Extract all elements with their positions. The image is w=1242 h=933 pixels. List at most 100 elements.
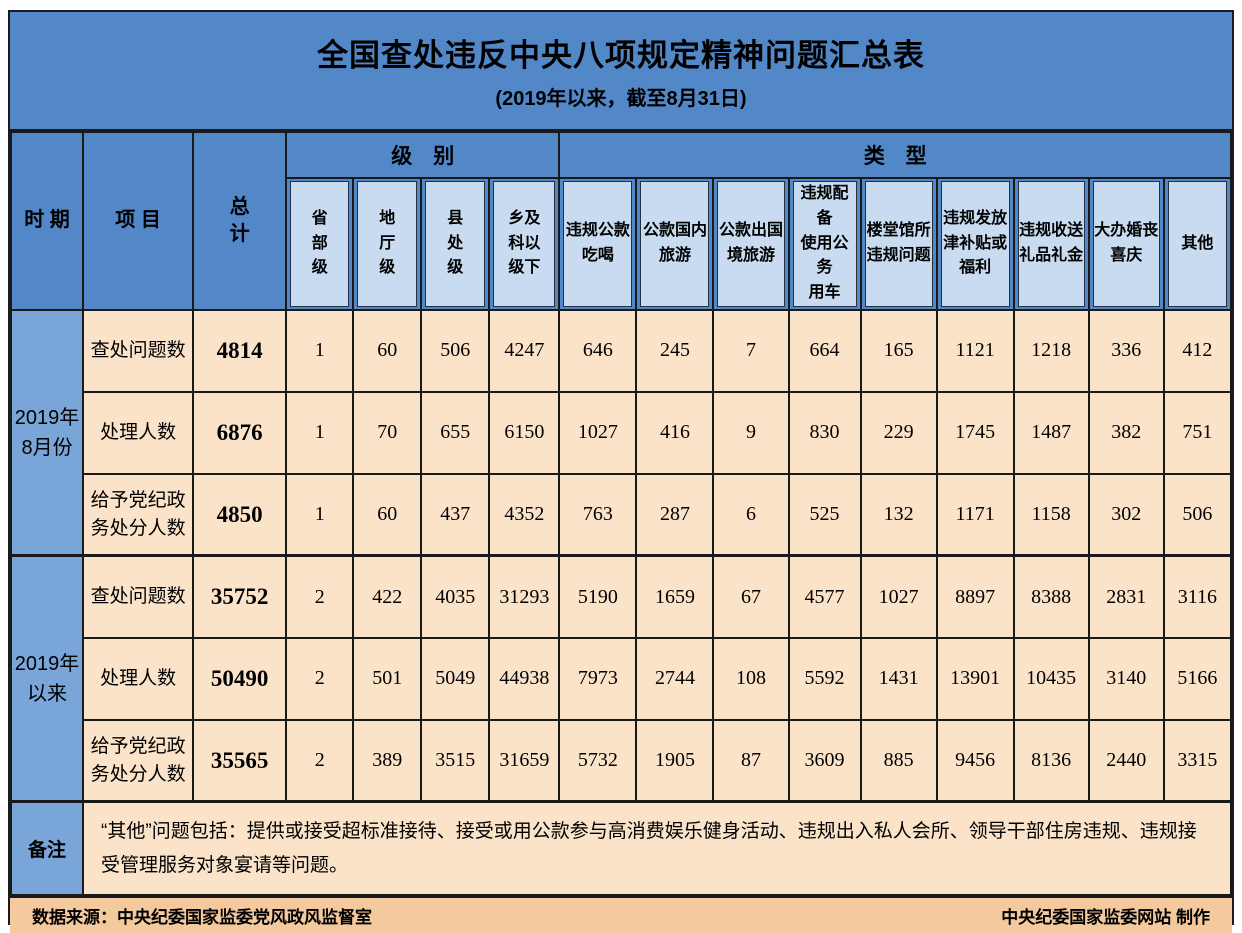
data-cell: 1659 xyxy=(635,554,715,639)
col-header-box: 楼堂馆所 违规问题 xyxy=(864,181,933,307)
data-cell: 7 xyxy=(712,308,790,393)
col-header-box: 公款国内 旅游 xyxy=(640,181,710,307)
level-group-header: 级 别 xyxy=(285,131,561,179)
data-cell: 3116 xyxy=(1162,554,1233,639)
data-cell: 2 xyxy=(285,554,355,639)
row-label: 查处问题数 xyxy=(82,308,195,393)
table-frame: 全国查处违反中央八项规定精神问题汇总表 (2019年以来，截至8月31日) 时 … xyxy=(8,10,1234,933)
data-cell: 382 xyxy=(1087,390,1165,475)
period-column-header: 时 期 xyxy=(9,131,85,311)
data-cell: 2744 xyxy=(635,636,715,721)
col-header-box: 违规收送 礼品礼金 xyxy=(1017,181,1085,307)
summary-table-wrap: 时 期 项 目 总 计 级 别 类 型 省 部 级 地 厅 级 县 处 级 乡及… xyxy=(9,131,1233,896)
page-title: 全国查处违反中央八项规定精神问题汇总表 xyxy=(317,38,925,73)
data-cell: 8136 xyxy=(1012,718,1090,803)
data-cell: 245 xyxy=(635,308,715,393)
data-cell: 7973 xyxy=(558,636,638,721)
col-header-other: 其他 xyxy=(1162,177,1233,311)
title-block: 全国查处违反中央八项规定精神问题汇总表 (2019年以来，截至8月31日) xyxy=(10,12,1232,131)
data-cell: 4247 xyxy=(488,308,561,393)
col-header-box: 违规发放 津补贴或 福利 xyxy=(940,181,1010,307)
data-cell: 655 xyxy=(420,390,491,475)
col-header-box: 乡及 科以 级下 xyxy=(493,181,556,307)
data-cell: 132 xyxy=(859,472,938,557)
data-cell: 5190 xyxy=(558,554,638,639)
data-cell: 8388 xyxy=(1012,554,1090,639)
col-header-box: 其他 xyxy=(1167,181,1227,307)
data-cell: 4035 xyxy=(420,554,491,639)
data-cell: 1905 xyxy=(635,718,715,803)
col-header-box: 违规配备 使用公务 用车 xyxy=(792,181,857,307)
col-header-subsidies: 违规发放 津补贴或 福利 xyxy=(935,177,1015,311)
data-cell: 44938 xyxy=(488,636,561,721)
data-cell: 2 xyxy=(285,718,355,803)
data-cell: 6150 xyxy=(488,390,561,475)
total-cell: 4814 xyxy=(192,308,288,393)
data-cell: 60 xyxy=(352,472,423,557)
col-header-weddings-funerals: 大办婚丧 喜庆 xyxy=(1087,177,1165,311)
col-header-box: 地 厅 级 xyxy=(357,181,418,307)
col-header-gifts: 违规收送 礼品礼金 xyxy=(1012,177,1090,311)
data-cell: 3609 xyxy=(787,718,862,803)
col-header-box: 县 处 级 xyxy=(425,181,486,307)
data-cell: 506 xyxy=(420,308,491,393)
total-cell: 50490 xyxy=(192,636,288,721)
col-header-box: 省 部 级 xyxy=(290,181,350,307)
period-cell: 2019年 以来 xyxy=(9,554,85,803)
data-cell: 1745 xyxy=(935,390,1015,475)
data-cell: 1 xyxy=(285,390,355,475)
data-cell: 165 xyxy=(859,308,938,393)
note-row: 备注 “其他”问题包括：提供或接受超标准接待、接受或用公款参与高消费娱乐健身活动… xyxy=(9,800,1232,896)
col-header-buildings: 楼堂馆所 违规问题 xyxy=(859,177,938,311)
data-cell: 416 xyxy=(635,390,715,475)
data-cell: 5732 xyxy=(558,718,638,803)
table-row: 给予党纪政 务处分人数 35565 2 389 3515 31659 5732 … xyxy=(11,718,1233,803)
total-cell: 6876 xyxy=(192,390,288,475)
page-subtitle: (2019年以来，截至8月31日) xyxy=(495,88,747,110)
table-row: 处理人数 6876 1 70 655 6150 1027 416 9 830 2… xyxy=(11,390,1233,475)
data-cell: 70 xyxy=(352,390,423,475)
col-header-county-level: 县 处 级 xyxy=(420,177,491,311)
data-cell: 1027 xyxy=(859,554,938,639)
col-header-dining: 违规公款 吃喝 xyxy=(558,177,638,311)
data-cell: 31659 xyxy=(488,718,561,803)
data-cell: 412 xyxy=(1162,308,1233,393)
total-cell: 4850 xyxy=(192,472,288,557)
col-header-province-level: 省 部 级 xyxy=(285,177,355,311)
row-label: 给予党纪政 务处分人数 xyxy=(82,718,195,803)
total-cell: 35752 xyxy=(192,554,288,639)
summary-table: 时 期 项 目 总 计 级 别 类 型 省 部 级 地 厅 级 县 处 级 乡及… xyxy=(9,131,1233,896)
data-cell: 646 xyxy=(558,308,638,393)
data-cell: 4352 xyxy=(488,472,561,557)
total-cell: 35565 xyxy=(192,718,288,803)
data-cell: 830 xyxy=(787,390,862,475)
data-cell: 9 xyxy=(712,390,790,475)
data-cell: 5049 xyxy=(420,636,491,721)
table-row: 2019年 以来 查处问题数 35752 2 422 4035 31293 51… xyxy=(9,554,1233,803)
data-cell: 3140 xyxy=(1087,636,1165,721)
table-row: 给予党纪政 务处分人数 4850 1 60 437 4352 763 287 6… xyxy=(11,472,1233,557)
data-cell: 1 xyxy=(285,472,355,557)
col-header-box: 公款出国 境旅游 xyxy=(717,181,785,307)
data-cell: 1431 xyxy=(859,636,938,721)
data-cell: 5592 xyxy=(787,636,862,721)
data-cell: 422 xyxy=(352,554,423,639)
data-cell: 506 xyxy=(1162,472,1233,557)
data-cell: 1158 xyxy=(1012,472,1090,557)
data-cell: 751 xyxy=(1162,390,1233,475)
table-row: 处理人数 50490 2 501 5049 44938 7973 2744 10… xyxy=(11,636,1233,721)
data-cell: 108 xyxy=(712,636,790,721)
data-cell: 87 xyxy=(712,718,790,803)
row-label: 查处问题数 xyxy=(82,554,195,639)
total-column-header: 总 计 xyxy=(192,131,288,311)
col-header-domestic-travel: 公款国内 旅游 xyxy=(635,177,715,311)
data-cell: 302 xyxy=(1087,472,1165,557)
data-cell: 437 xyxy=(420,472,491,557)
footer-source: 数据来源：中央纪委国家监委党风政风监督室 xyxy=(32,907,372,927)
data-cell: 1 xyxy=(285,308,355,393)
data-cell: 2831 xyxy=(1087,554,1165,639)
data-cell: 525 xyxy=(787,472,862,557)
data-cell: 2 xyxy=(285,636,355,721)
data-cell: 501 xyxy=(352,636,423,721)
data-cell: 1027 xyxy=(558,390,638,475)
